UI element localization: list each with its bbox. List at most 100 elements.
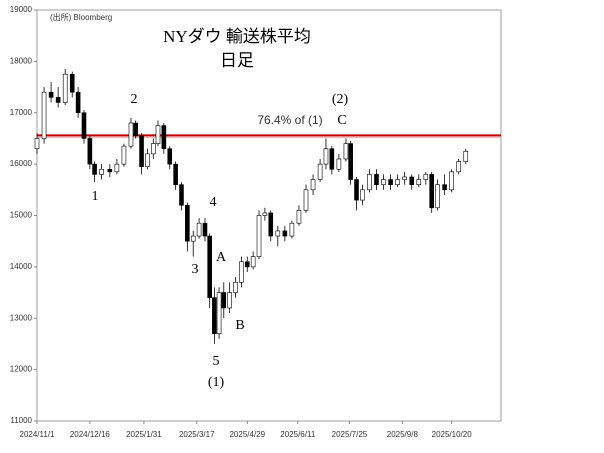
candle-body [212, 297, 217, 334]
candle-body [367, 174, 372, 191]
y-tick-label: 17000 [10, 108, 33, 117]
reference-label: 76.4% of (1) [257, 113, 322, 127]
chart-subtitle: 日足 [220, 51, 254, 70]
candle-body [75, 91, 81, 114]
candle-body [150, 143, 156, 155]
candle-body [227, 292, 232, 309]
candle-body [196, 222, 202, 237]
chart-title: NYダウ 輸送株平均 [163, 27, 311, 46]
y-tick-label: 14000 [10, 262, 33, 271]
candle-body [62, 73, 68, 103]
wave-label: A [216, 250, 227, 265]
candle-body [303, 189, 309, 211]
candle-body [435, 184, 440, 209]
candle-body [262, 212, 268, 216]
candle-body [310, 179, 316, 191]
candle-body [268, 212, 274, 237]
wave-label: 4 [210, 195, 217, 210]
candle-body [360, 189, 365, 201]
candle-body [114, 163, 120, 173]
wave-label: B [235, 318, 244, 333]
wave-label: (2) [332, 92, 349, 107]
candle-body [107, 168, 113, 173]
candle-body [409, 176, 415, 185]
candle-body [317, 163, 323, 180]
candle-body [179, 184, 184, 206]
candle-body [34, 138, 40, 150]
candle-body [296, 210, 302, 224]
candle-body [323, 148, 329, 165]
candle-body [99, 168, 104, 175]
y-tick-label: 16000 [10, 159, 33, 168]
candle-body [374, 174, 379, 185]
x-tick-label: 2024/12/16 [70, 430, 111, 439]
candle-body [239, 261, 244, 283]
candle-body [456, 161, 462, 173]
y-tick-label: 18000 [10, 56, 33, 65]
candle-body [423, 174, 429, 180]
candle-body [233, 281, 238, 293]
candle-body [161, 125, 167, 150]
candle-body [48, 91, 54, 98]
y-tick-label: 12000 [10, 365, 33, 374]
candle-body [133, 122, 138, 137]
candle-body [388, 179, 393, 185]
x-tick-label: 2025/1/31 [126, 430, 162, 439]
candle-body [207, 235, 212, 299]
x-tick-label: 2024/11/1 [20, 430, 56, 439]
candle-body [449, 171, 454, 191]
x-tick-label: 2025/4/29 [229, 430, 265, 439]
x-tick-label: 2025/6/11 [280, 430, 316, 439]
candle-body [41, 91, 47, 139]
candle-body [343, 143, 349, 160]
candle-body [92, 163, 97, 175]
candle-body [216, 292, 222, 334]
candle-body [121, 145, 127, 165]
candle-body [402, 176, 407, 180]
wave-label: (1) [208, 375, 225, 390]
y-tick-label: 15000 [10, 211, 33, 220]
candle-body [244, 261, 250, 268]
candle-body [282, 230, 288, 237]
x-tick-label: 2025/7/25 [332, 430, 368, 439]
candle-body [69, 73, 75, 93]
y-tick-label: 13000 [10, 313, 33, 322]
candle-body [128, 122, 134, 147]
candle-body [329, 148, 335, 170]
candle-body [173, 163, 178, 185]
candle-body [202, 222, 208, 237]
candle-body [81, 112, 87, 139]
x-tick-label: 2025/3/17 [179, 430, 215, 439]
candle-body [87, 138, 93, 165]
candle-body [190, 235, 196, 242]
candle-body [55, 97, 61, 103]
candle-body [381, 179, 386, 185]
candle-body [275, 230, 281, 237]
candle-body [155, 125, 161, 144]
source: (出所) Bloomberg [50, 12, 112, 22]
candle-body [139, 135, 144, 167]
candle-body [289, 222, 295, 237]
candle-body [442, 184, 447, 191]
candle-body [336, 158, 342, 170]
candle-body [256, 215, 262, 257]
x-tick-label: 2025/10/20 [432, 430, 473, 439]
y-tick-label: 19000 [10, 5, 33, 14]
wave-label: 5 [213, 354, 220, 369]
x-tick-label: 2025/9/8 [387, 430, 419, 439]
wave-label: 2 [131, 92, 138, 107]
candle-body [395, 179, 400, 185]
candle-body [354, 179, 359, 201]
y-tick-label: 11000 [10, 416, 32, 425]
candle-body [429, 174, 434, 209]
wave-label: 3 [192, 262, 199, 277]
candle-body [145, 153, 150, 167]
candle-body [416, 179, 422, 185]
candle-body [221, 292, 227, 309]
candle-body [463, 150, 469, 162]
wave-label: 1 [92, 189, 99, 204]
candle-body [348, 143, 353, 180]
candle-body [167, 148, 173, 165]
wave-label: C [337, 113, 346, 128]
